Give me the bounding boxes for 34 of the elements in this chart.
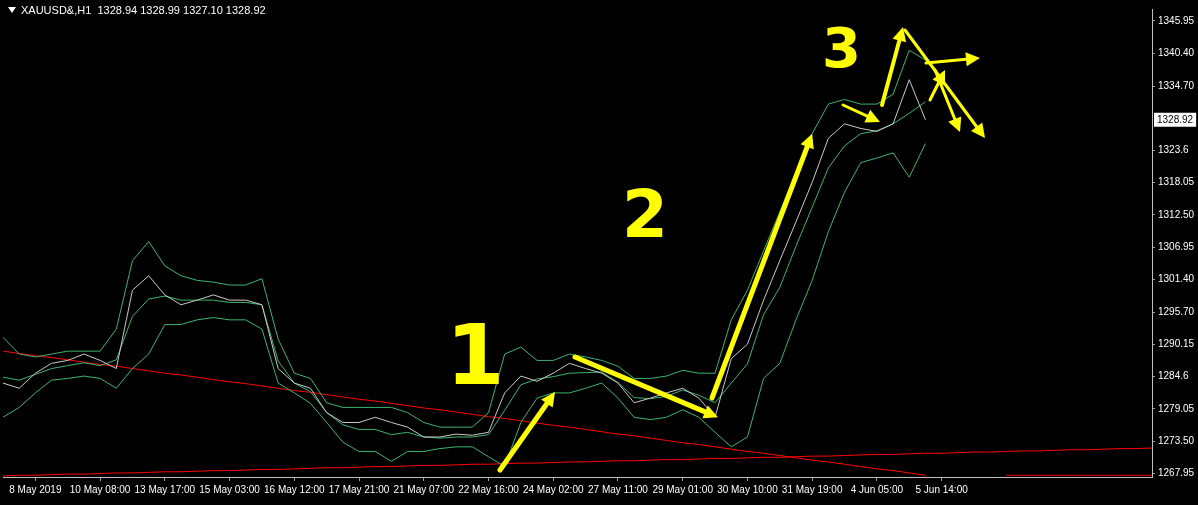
x-tick-label: 13 May 17:00	[134, 483, 196, 495]
y-tick-label: 1290.15	[1158, 338, 1195, 350]
x-tick-label: 15 May 03:00	[199, 483, 261, 495]
x-tick-label: 31 May 19:00	[781, 483, 843, 495]
y-tick-label: 1340.40	[1158, 46, 1195, 58]
y-tick-label: 1323.6	[1158, 144, 1190, 156]
x-tick-label: 29 May 01:00	[652, 483, 714, 495]
chart-title: XAUUSD&,H1 1328.94 1328.99 1327.10 1328.92	[21, 4, 266, 16]
y-tick-label: 1267.95	[1158, 466, 1195, 478]
annotation: 1	[446, 306, 505, 404]
x-tick-label: 30 May 10:00	[717, 483, 779, 495]
x-tick-label: 22 May 16:00	[458, 483, 520, 495]
y-tick-label: 1312.50	[1158, 208, 1195, 220]
x-tick-label: 17 May 21:00	[328, 483, 390, 495]
y-tick-label: 1279.05	[1158, 402, 1195, 414]
y-tick-label: 1318.05	[1158, 176, 1195, 188]
x-tick-label: 21 May 07:00	[393, 483, 455, 495]
x-tick-label: 4 Jun 05:00	[850, 483, 904, 495]
y-tick-label: 1295.70	[1158, 306, 1195, 318]
y-tick-label: 1334.70	[1158, 79, 1195, 91]
x-tick-label: 24 May 02:00	[522, 483, 584, 495]
y-tick-label: 1306.95	[1158, 240, 1195, 252]
annotation: 3	[822, 15, 861, 80]
x-tick-label: 8 May 2019	[9, 483, 62, 495]
x-tick-label: 10 May 08:00	[69, 483, 131, 495]
y-tick-label: 1273.50	[1158, 434, 1195, 446]
y-tick-label: 1301.40	[1158, 273, 1195, 284]
text: 1328.92	[1157, 113, 1194, 125]
x-tick-label: 16 May 12:00	[263, 483, 326, 495]
annotation: 2	[622, 176, 668, 253]
y-tick-label: 1345.95	[1158, 14, 1195, 26]
x-tick-label: 27 May 11:00	[588, 483, 649, 495]
x-tick-label: 5 Jun 14:00	[915, 483, 969, 495]
y-tick-label: 1284.6	[1158, 370, 1190, 382]
